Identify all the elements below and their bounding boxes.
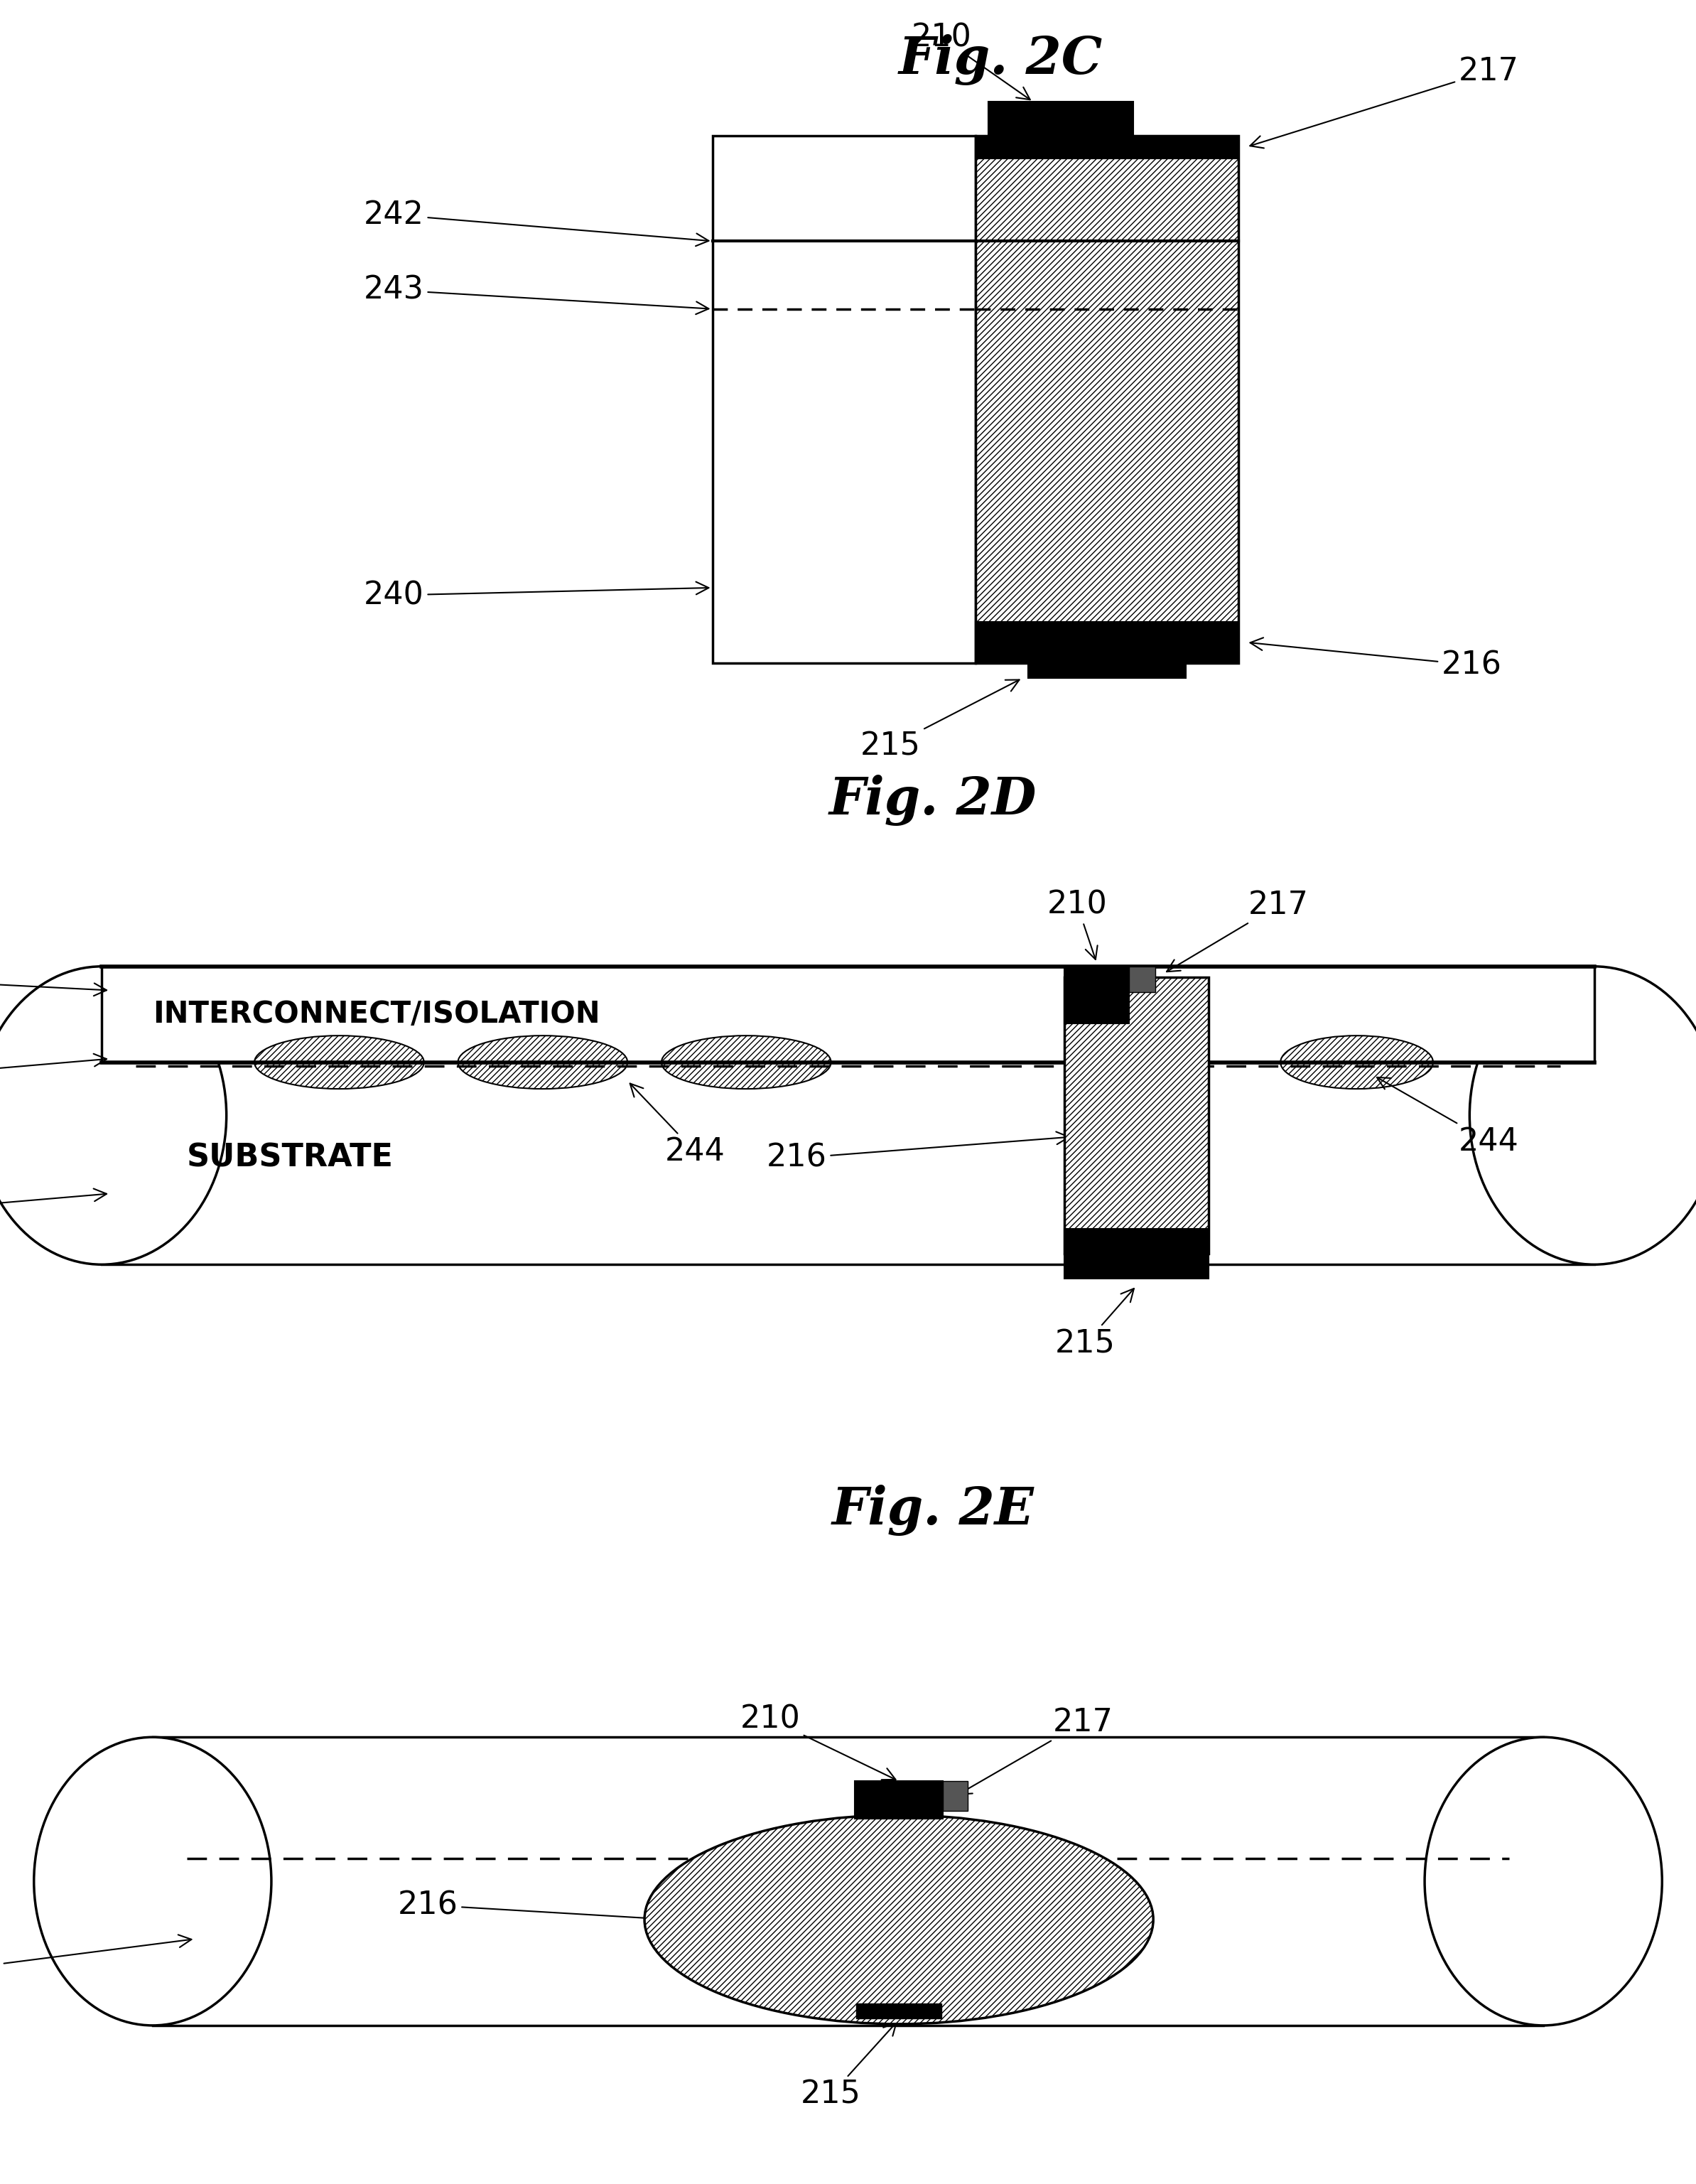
Text: SUBSTRATE: SUBSTRATE: [187, 1142, 393, 1173]
Text: 244: 244: [1377, 1077, 1520, 1158]
Text: 242: 242: [0, 965, 107, 996]
Bar: [712, 135, 975, 664]
Text: 216: 216: [397, 1889, 667, 1924]
Bar: [153, 1736, 1543, 2025]
Text: 216: 216: [767, 1131, 1068, 1173]
Text: 215: 215: [801, 2022, 897, 2110]
Ellipse shape: [34, 1736, 271, 2025]
Bar: [856, 2005, 941, 2018]
Text: Fig. 2E: Fig. 2E: [831, 1485, 1035, 1535]
Bar: [1065, 976, 1208, 1254]
Bar: [975, 135, 1238, 157]
Ellipse shape: [1280, 1035, 1433, 1090]
Text: 217: 217: [1167, 889, 1309, 972]
Bar: [102, 965, 1594, 1265]
Ellipse shape: [0, 965, 226, 1265]
Text: 210: 210: [1046, 889, 1107, 959]
Text: 243: 243: [363, 275, 709, 314]
Bar: [1065, 1254, 1208, 1280]
Ellipse shape: [1425, 1736, 1662, 2025]
Text: 244: 244: [629, 1083, 726, 1166]
Text: 210: 210: [911, 22, 1029, 100]
Text: Fig. 2D: Fig. 2D: [829, 775, 1036, 826]
Text: 215: 215: [1055, 1289, 1135, 1358]
Bar: [1065, 965, 1130, 1022]
Text: Fig. 2C: Fig. 2C: [899, 35, 1102, 85]
Text: 217: 217: [958, 1708, 1113, 1795]
Bar: [975, 622, 1238, 664]
Text: 217: 217: [1250, 57, 1520, 149]
Bar: [102, 965, 1594, 1061]
Ellipse shape: [254, 1035, 424, 1090]
Text: 243: 243: [0, 1053, 107, 1092]
Text: 216: 216: [1250, 638, 1503, 679]
Ellipse shape: [458, 1035, 628, 1090]
Text: 240: 240: [0, 1188, 107, 1227]
Text: 242: 242: [363, 199, 709, 247]
Text: 240: 240: [363, 581, 709, 612]
Bar: [943, 1782, 968, 1811]
Bar: [1065, 1230, 1208, 1254]
Bar: [975, 135, 1238, 664]
Text: 215: 215: [860, 679, 1019, 762]
Text: 210: 210: [739, 1704, 895, 1780]
Text: 245: 245: [0, 1935, 192, 1983]
Text: INTERCONNECT/ISOLATION: INTERCONNECT/ISOLATION: [153, 1000, 600, 1029]
Bar: [855, 1782, 943, 1819]
Bar: [1028, 664, 1186, 677]
Ellipse shape: [1469, 965, 1696, 1265]
Ellipse shape: [661, 1035, 831, 1090]
Bar: [989, 103, 1133, 135]
Ellipse shape: [644, 1815, 1153, 2025]
Bar: [1130, 965, 1155, 992]
